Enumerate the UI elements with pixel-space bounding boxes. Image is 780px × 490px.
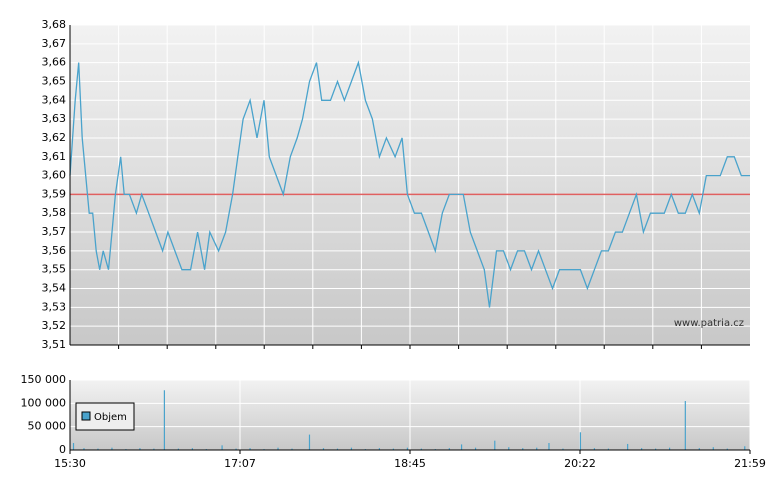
y-tick-label: 3,55 (42, 263, 67, 276)
y-tick-label: 3,60 (42, 169, 67, 182)
watermark: www.patria.cz (674, 318, 744, 329)
y-tick-label: 3,56 (42, 244, 67, 257)
legend-label: Objem (94, 412, 127, 423)
legend-box (75, 402, 135, 431)
y-tick-label: 3,67 (42, 37, 67, 50)
y-tick-label: 0 (59, 443, 66, 456)
y-tick-label: 3,68 (42, 18, 67, 31)
x-tick-label: 21:59 (734, 457, 766, 470)
y-tick-label: 3,66 (42, 56, 67, 69)
y-tick-label: 3,58 (42, 206, 67, 219)
x-tick-label: 18:45 (394, 457, 426, 470)
y-tick-label: 50 000 (28, 420, 67, 433)
y-tick-label: 3,53 (42, 300, 67, 313)
y-tick-label: 3,54 (42, 282, 67, 295)
y-tick-label: 3,62 (42, 131, 67, 144)
x-tick-label: 17:07 (224, 457, 256, 470)
y-tick-label: 3,63 (42, 112, 67, 125)
y-tick-label: 150 000 (21, 373, 67, 386)
legend-swatch (81, 411, 91, 421)
y-tick-label: 3,51 (42, 338, 67, 351)
x-tick-label: 20:22 (564, 457, 596, 470)
x-tick-label: 15:30 (54, 457, 86, 470)
y-tick-label: 3,64 (42, 93, 67, 106)
y-tick-label: 3,52 (42, 319, 67, 332)
y-tick-label: 3,61 (42, 150, 67, 163)
y-tick-label: 3,59 (42, 187, 67, 200)
price-line (69, 60, 750, 308)
y-tick-label: 3,57 (42, 225, 67, 238)
legend: Objem (75, 402, 135, 431)
y-tick-label: 3,65 (42, 74, 67, 87)
y-tick-label: 100 000 (21, 396, 67, 409)
